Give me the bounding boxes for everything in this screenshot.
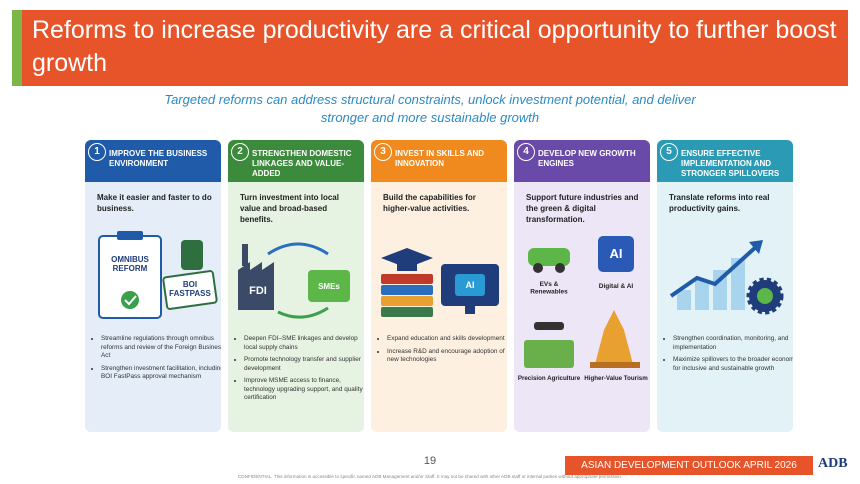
icon-shape (528, 248, 570, 266)
icon-shape (533, 263, 543, 273)
icon-label: SMEs (318, 282, 340, 291)
column-icon: FDI SMEs (238, 242, 350, 319)
icon-shape (757, 288, 773, 304)
column: INVEST IN SKILLS AND INNOVATION 3 Build th… (371, 140, 507, 432)
column-lead: Make it easier and faster to do business… (97, 193, 212, 213)
bullet: Deepen FDI–SME linkages and develop loca… (244, 335, 364, 352)
icon-shape (381, 285, 433, 295)
icon-shape (381, 248, 433, 268)
icon-shape (181, 240, 203, 270)
icon-shape (669, 244, 759, 298)
bullet-list: Strengthen coordination, monitoring, and… (661, 335, 793, 377)
icon-shape (749, 240, 763, 254)
icon-label: OMNIBUS (111, 255, 149, 264)
column-icon: AI (381, 248, 499, 317)
icon-label: AI (610, 246, 623, 261)
banner: ASIAN DEVELOPMENT OUTLOOK APRIL 2026 (565, 456, 813, 475)
title: Reforms to increase productivity are a c… (32, 16, 837, 77)
column: IMPROVE THE BUSINESS ENVIRONMENT 1 Make it… (85, 140, 221, 432)
column: ENSURE EFFECTIVE IMPLEMENTATION AND STRO… (657, 140, 793, 432)
step-number: 5 (660, 143, 678, 161)
icon-shape (695, 280, 709, 310)
icon-shape (381, 307, 433, 317)
bullet: Promote technology transfer and supplier… (244, 356, 364, 373)
column-heading: STRENGTHEN DOMESTIC LINKAGES AND VALUE-A… (228, 140, 364, 182)
icon-label: AI (466, 280, 475, 290)
icon-shape (267, 242, 329, 256)
icon-shape (677, 290, 691, 310)
icon-label: Higher-Value Tourism (584, 375, 648, 382)
logo: ADB (818, 456, 848, 471)
title-bar (12, 10, 848, 86)
icon-shape (598, 236, 634, 272)
bullet: Improve MSME access to finance, technolo… (244, 377, 364, 403)
icon-shape (121, 291, 139, 309)
icon-shape (465, 306, 475, 314)
bullet: Streamline regulations through omnibus r… (101, 335, 221, 361)
bullet: Increase R&D and encourage adoption of n… (387, 348, 507, 365)
bullet: Maximize spillovers to the broader econo… (673, 356, 793, 373)
step-number: 1 (88, 143, 106, 161)
icon-label: Renewables (530, 289, 568, 296)
icon-label: REFORM (113, 264, 148, 273)
accent-strip (12, 10, 22, 86)
icon-shape (308, 270, 350, 302)
icon-label: EVs & (540, 281, 559, 288)
column-lead: Support future industries and the green … (526, 193, 639, 224)
bullet-list: Deepen FDI–SME linkages and develop loca… (232, 335, 364, 407)
icon-shape (524, 340, 574, 368)
icon-shape (117, 231, 143, 240)
column-lead: Build the capabilities for higher-value … (383, 193, 476, 213)
icon-shape (162, 270, 218, 310)
icon-shape (242, 244, 248, 266)
bullet-list: Expand education and skills development I… (375, 335, 507, 369)
icon-label: FDI (249, 285, 267, 297)
icon-shape (731, 258, 745, 310)
bullet: Strengthen investment facilitation, incl… (101, 365, 221, 382)
column: DEVELOP NEW GROWTH ENGINES 4 Support futur… (514, 140, 650, 432)
icon-shape (397, 261, 417, 271)
icon-shape (594, 310, 634, 368)
bullet: Expand education and skills development (387, 335, 507, 344)
page-number: 19 (423, 455, 437, 467)
icon-shape (534, 322, 564, 330)
icon-shape (277, 306, 329, 319)
icon-label: FASTPASS (169, 289, 211, 298)
bullet-list: Streamline regulations through omnibus r… (89, 335, 221, 386)
column-heading: DEVELOP NEW GROWTH ENGINES (514, 140, 650, 182)
column-heading: ENSURE EFFECTIVE IMPLEMENTATION AND STRO… (657, 140, 793, 182)
notice: CONFIDENTIAL. This information is access… (237, 474, 623, 479)
icon-label: BOI (183, 280, 197, 289)
subtitle: Targeted reforms can address structural … (164, 92, 696, 125)
step-number: 3 (374, 143, 392, 161)
column: STRENGTHEN DOMESTIC LINKAGES AND VALUE-A… (228, 140, 364, 432)
icon-label: Precision Agriculture (518, 375, 581, 382)
icon-label: Digital & AI (599, 283, 634, 290)
step-number: 2 (231, 143, 249, 161)
icon-shape (381, 296, 433, 306)
icon-shape (124, 295, 137, 306)
column-lead: Translate reforms into real productivity… (669, 193, 770, 213)
icon-shape (238, 262, 274, 310)
column-lead: Turn investment into local value and bro… (240, 193, 339, 224)
step-number: 4 (517, 143, 535, 161)
column-icon: EVs &Renewables AI Digital & AI Precision A… (518, 236, 648, 382)
column-icon (669, 240, 784, 315)
icon-shape (590, 362, 640, 368)
icon-shape (381, 274, 433, 284)
column-heading: IMPROVE THE BUSINESS ENVIRONMENT (85, 140, 221, 182)
icon-shape (555, 263, 565, 273)
bullet: Strengthen coordination, monitoring, and… (673, 335, 793, 352)
icon-shape (455, 274, 485, 296)
column-heading: INVEST IN SKILLS AND INNOVATION (371, 140, 507, 182)
